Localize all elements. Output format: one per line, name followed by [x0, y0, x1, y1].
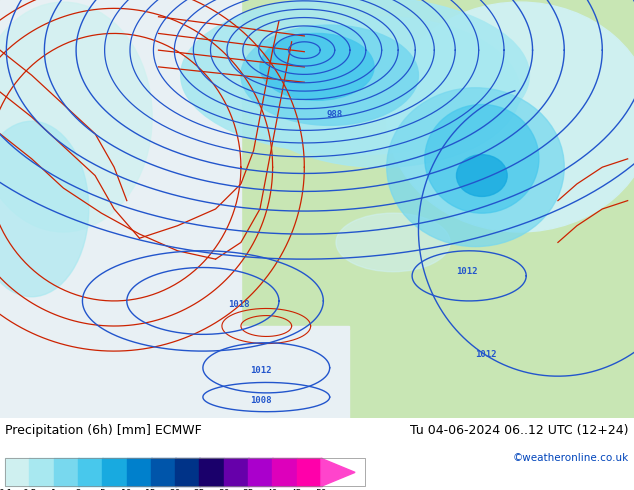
Text: Precipitation (6h) [mm] ECMWF: Precipitation (6h) [mm] ECMWF: [5, 424, 202, 437]
Bar: [102, 458, 127, 487]
Ellipse shape: [336, 213, 450, 271]
Bar: [29, 458, 55, 487]
Ellipse shape: [260, 33, 374, 100]
Text: 1018: 1018: [228, 300, 250, 309]
Bar: [0, 0, 241, 418]
Bar: [248, 458, 273, 487]
Bar: [224, 458, 249, 487]
Text: Tu 04-06-2024 06..12 UTC (12+24): Tu 04-06-2024 06..12 UTC (12+24): [410, 424, 629, 437]
Ellipse shape: [456, 155, 507, 196]
Bar: [297, 458, 321, 487]
Text: ©weatheronline.co.uk: ©weatheronline.co.uk: [513, 453, 629, 463]
Polygon shape: [321, 458, 355, 487]
Ellipse shape: [241, 17, 520, 167]
Text: 1012: 1012: [476, 350, 497, 359]
Ellipse shape: [425, 104, 539, 213]
Bar: [273, 458, 297, 487]
Bar: [175, 458, 200, 487]
Bar: [0, 326, 349, 418]
Text: 1008: 1008: [250, 396, 272, 405]
Ellipse shape: [387, 88, 564, 246]
Ellipse shape: [0, 121, 89, 297]
Bar: [127, 458, 152, 487]
Text: 1012: 1012: [250, 366, 272, 375]
Bar: [54, 458, 79, 487]
Bar: [5, 458, 30, 487]
Bar: [78, 458, 103, 487]
Text: 1012: 1012: [456, 267, 478, 276]
Bar: [5, 458, 365, 487]
Bar: [200, 458, 224, 487]
Ellipse shape: [241, 25, 418, 125]
Ellipse shape: [387, 2, 634, 232]
Bar: [151, 458, 176, 487]
Text: 988: 988: [327, 110, 342, 119]
Ellipse shape: [0, 2, 152, 232]
Ellipse shape: [181, 0, 529, 155]
